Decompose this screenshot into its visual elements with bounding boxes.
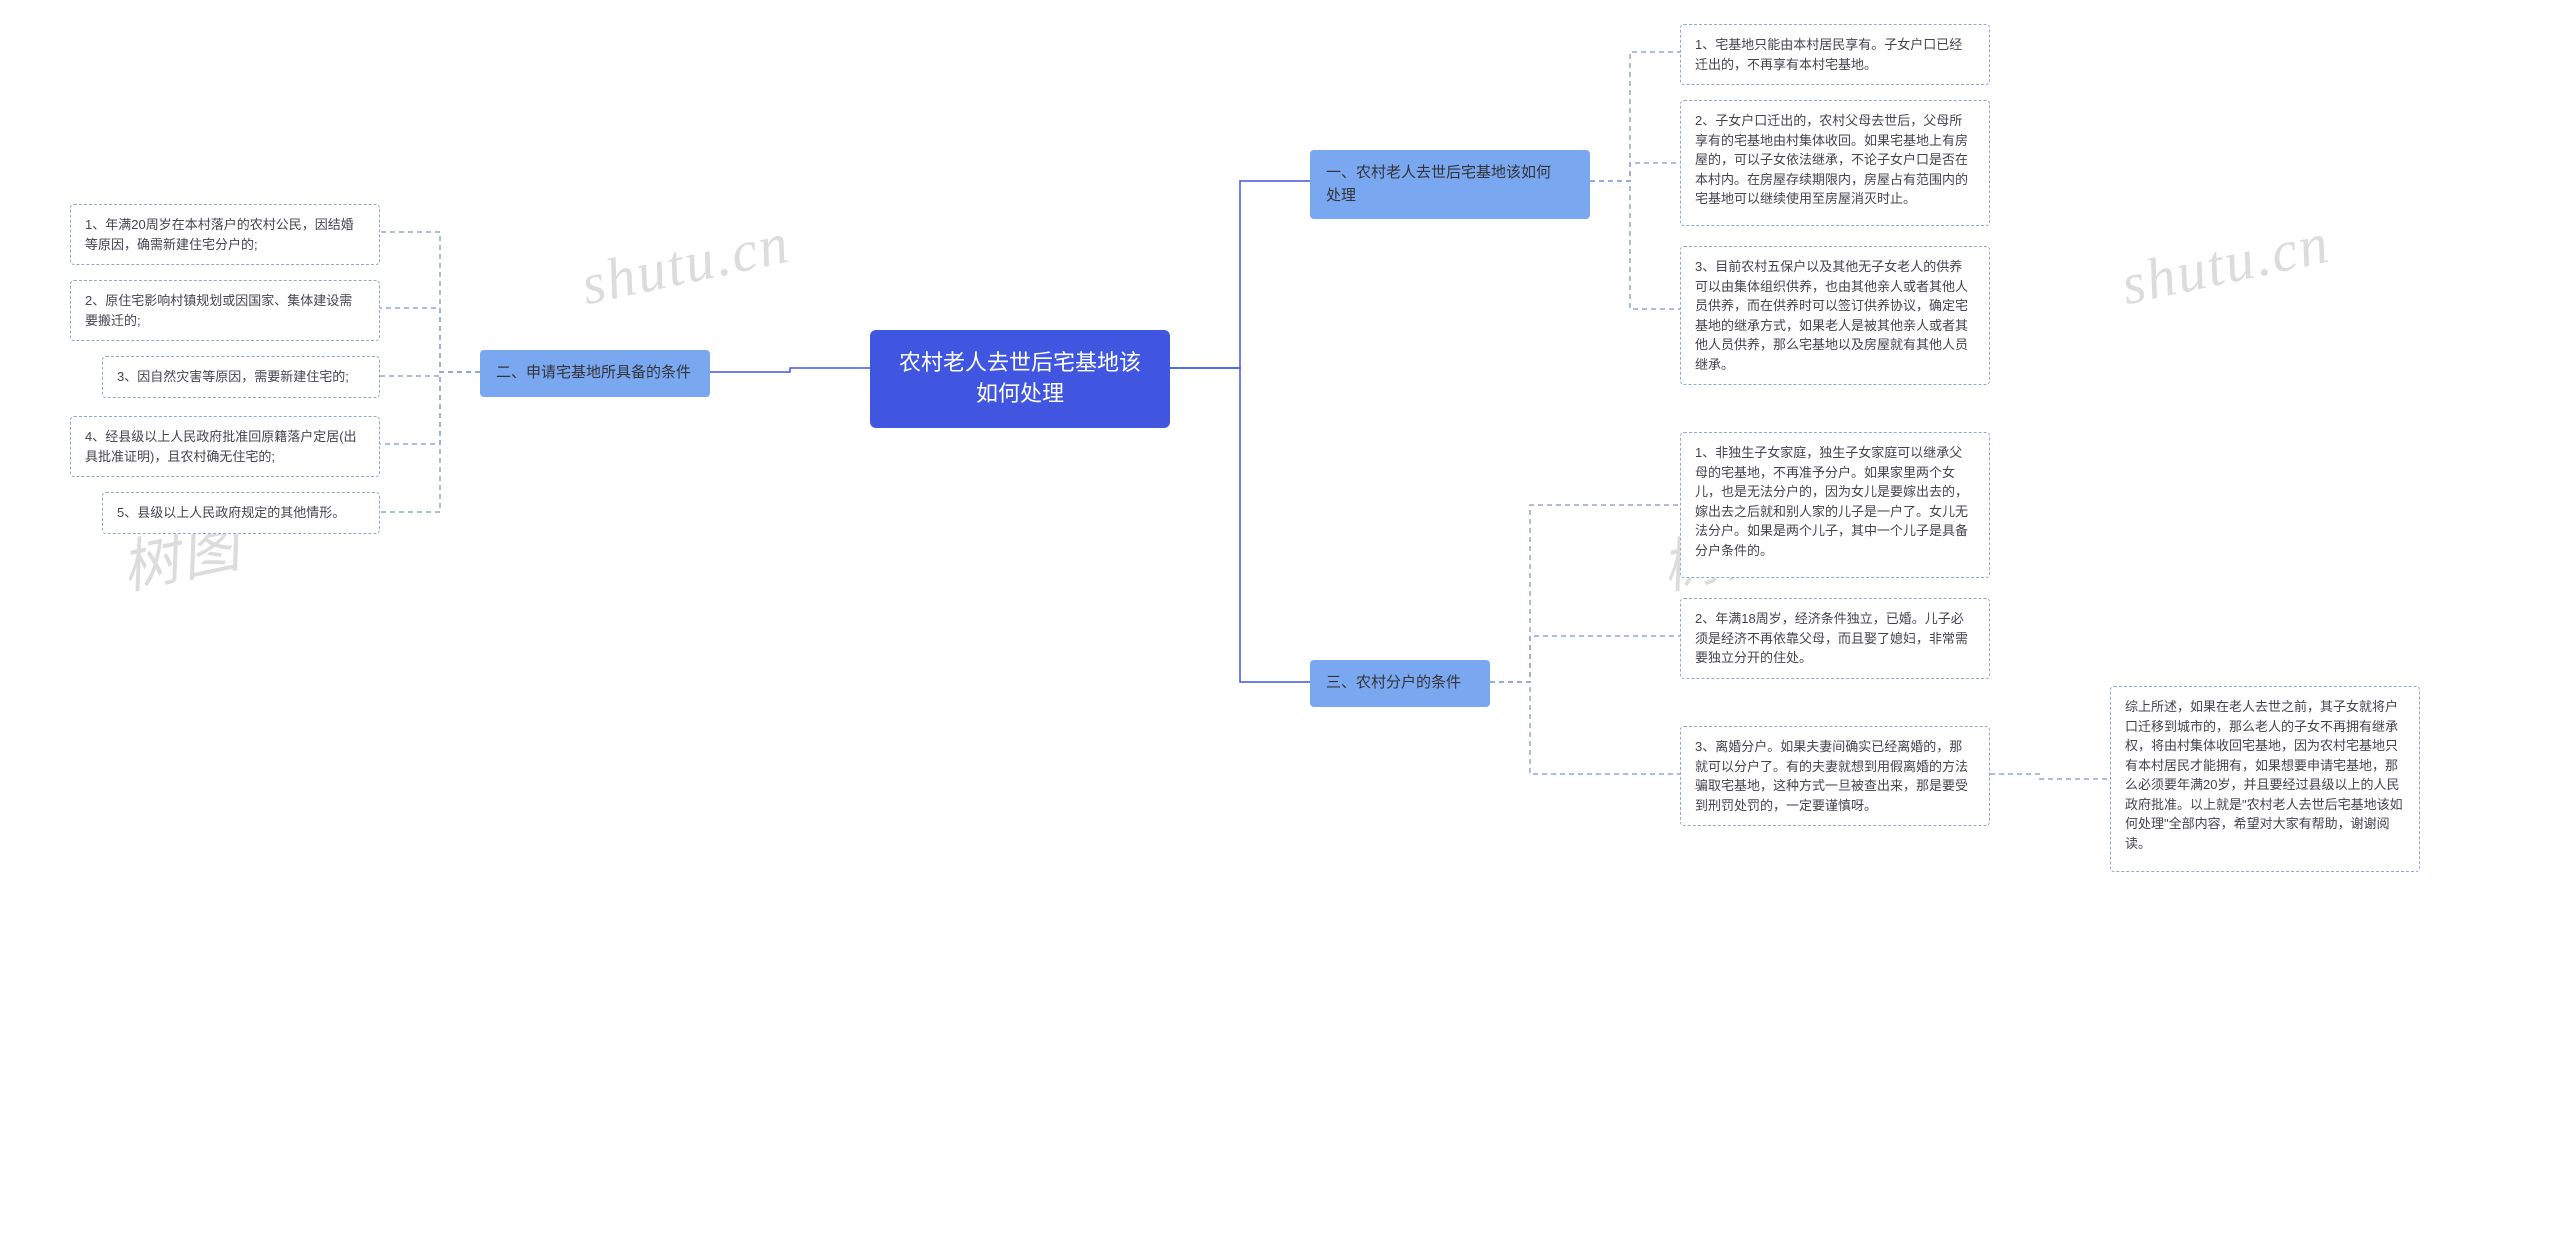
leaf-node-b3l4: 综上所述，如果在老人去世之前，其子女就将户口迁移到城市的，那么老人的子女不再拥有… xyxy=(2110,686,2420,872)
leaf-node-b3l3: 3、离婚分户。如果夫妻间确实已经离婚的，那就可以分户了。有的夫妻就想到用假离婚的… xyxy=(1680,726,1990,826)
leaf-node-b2l4: 4、经县级以上人民政府批准回原籍落户定居(出具批准证明)，且农村确无住宅的; xyxy=(70,416,380,477)
watermark: shutu.cn xyxy=(575,209,795,318)
watermark: shutu.cn xyxy=(2115,209,2335,318)
leaf-node-b1l1: 1、宅基地只能由本村居民享有。子女户口已经迁出的，不再享有本村宅基地。 xyxy=(1680,24,1990,85)
branch-node-b1: 一、农村老人去世后宅基地该如何处理 xyxy=(1310,150,1590,219)
leaf-node-b2l2: 2、原住宅影响村镇规划或因国家、集体建设需要搬迁的; xyxy=(70,280,380,341)
leaf-node-b2l5: 5、县级以上人民政府规定的其他情形。 xyxy=(102,492,380,534)
center-node: 农村老人去世后宅基地该如何处理 xyxy=(870,330,1170,428)
leaf-node-b2l3: 3、因自然灾害等原因，需要新建住宅的; xyxy=(102,356,380,398)
leaf-node-b1l3: 3、目前农村五保户以及其他无子女老人的供养可以由集体组织供养，也由其他亲人或者其… xyxy=(1680,246,1990,385)
connector-lines xyxy=(0,0,2560,1250)
mindmap-canvas: shutu.cn shutu.cn 树图 树图 农村老人去世后宅基地该如何处理二… xyxy=(0,0,2560,1250)
leaf-node-b3l2: 2、年满18周岁，经济条件独立，已婚。儿子必须是经济不再依靠父母，而且娶了媳妇，… xyxy=(1680,598,1990,679)
leaf-node-b3l1: 1、非独生子女家庭，独生子女家庭可以继承父母的宅基地，不再准予分户。如果家里两个… xyxy=(1680,432,1990,578)
branch-node-b2: 二、申请宅基地所具备的条件 xyxy=(480,350,710,397)
leaf-node-b1l2: 2、子女户口迁出的，农村父母去世后，父母所享有的宅基地由村集体收回。如果宅基地上… xyxy=(1680,100,1990,226)
branch-node-b3: 三、农村分户的条件 xyxy=(1310,660,1490,707)
leaf-node-b2l1: 1、年满20周岁在本村落户的农村公民，因结婚等原因，确需新建住宅分户的; xyxy=(70,204,380,265)
